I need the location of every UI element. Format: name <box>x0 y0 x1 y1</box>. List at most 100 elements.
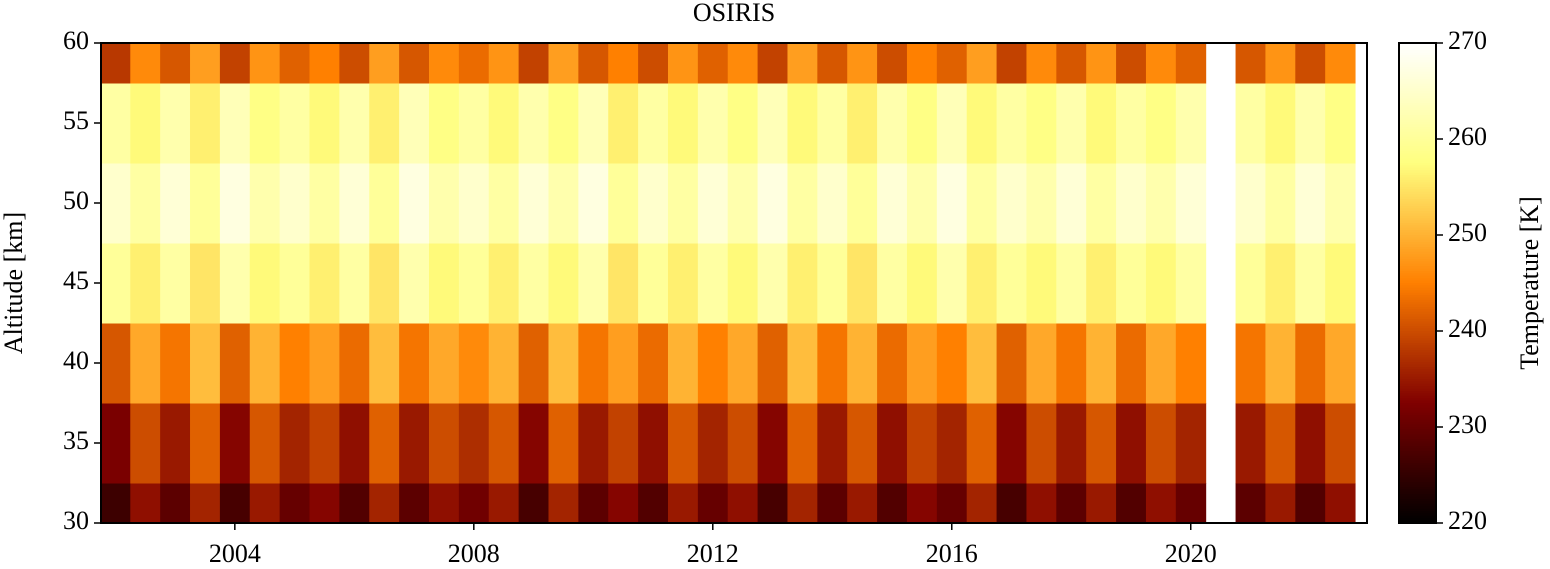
heatmap-cell <box>548 323 579 404</box>
heatmap-cell <box>667 323 699 404</box>
colorbar-swatch <box>1399 316 1436 320</box>
colorbar-swatch <box>1399 352 1436 356</box>
colorbar-swatch <box>1399 196 1436 200</box>
colorbar-swatch <box>1399 496 1436 500</box>
colorbar-swatch <box>1399 239 1436 243</box>
heatmap-cell <box>369 163 400 244</box>
heatmap-cell <box>817 163 848 244</box>
heatmap-cell <box>1116 43 1147 84</box>
heatmap-cell <box>399 243 430 324</box>
colorbar-swatch <box>1399 230 1436 234</box>
heatmap-cell <box>757 243 788 324</box>
heatmap-cell <box>1295 163 1326 244</box>
colorbar-swatch <box>1399 338 1436 342</box>
heatmap-cell <box>518 403 549 484</box>
heatmap-cell <box>1235 43 1266 84</box>
colorbar-swatch <box>1399 83 1436 87</box>
colorbar-swatch <box>1399 47 1436 51</box>
colorbar-swatch <box>1399 484 1436 488</box>
colorbar-swatch <box>1399 383 1436 387</box>
heatmap-cell <box>399 483 430 523</box>
colorbar-swatch <box>1399 95 1436 99</box>
heatmap-cell <box>697 163 729 244</box>
heatmap-cell <box>309 403 340 484</box>
heatmap-cell <box>130 323 161 404</box>
heatmap-cell <box>1086 403 1117 484</box>
chart-title: OSIRIS <box>693 0 775 27</box>
heatmap-cell <box>638 323 669 404</box>
y-tick-label: 30 <box>63 506 89 535</box>
colorbar-swatch <box>1399 443 1436 447</box>
heatmap-cell <box>697 323 729 404</box>
heatmap-cell <box>638 43 669 84</box>
colorbar-swatch <box>1399 419 1436 423</box>
heatmap-cell <box>727 83 759 164</box>
colorbar-swatch <box>1399 254 1436 258</box>
heatmap-cell <box>1056 163 1087 244</box>
heatmap-cell <box>518 83 549 164</box>
colorbar-swatch <box>1399 357 1436 361</box>
heatmap-cell <box>458 403 490 484</box>
colorbar-swatch <box>1399 172 1436 176</box>
heatmap-cell <box>877 163 908 244</box>
heatmap-cell <box>667 403 699 484</box>
heatmap-cell <box>488 403 520 484</box>
colorbar-swatch <box>1399 295 1436 298</box>
heatmap-cell <box>369 323 400 404</box>
colorbar-swatch <box>1399 369 1436 373</box>
heatmap-cell <box>936 43 968 84</box>
colorbar-swatch <box>1399 117 1436 121</box>
colorbar-swatch <box>1399 511 1436 514</box>
colorbar-swatch <box>1399 227 1436 231</box>
heatmap-cell <box>548 163 579 244</box>
colorbar-swatch <box>1399 67 1436 70</box>
colorbar-swatch <box>1399 215 1436 219</box>
colorbar-swatch <box>1399 429 1436 433</box>
colorbar-swatch <box>1399 359 1436 363</box>
heatmap-cell <box>847 83 878 164</box>
heatmap-cell <box>727 483 759 523</box>
heatmap-cell <box>339 83 370 164</box>
colorbar-swatch <box>1399 74 1436 78</box>
colorbar-swatch <box>1399 513 1436 517</box>
heatmap-cell <box>787 163 818 244</box>
heatmap-cell <box>101 83 131 164</box>
colorbar-swatch <box>1399 439 1436 442</box>
heatmap-cell <box>219 43 251 84</box>
heatmap-cell <box>906 403 938 484</box>
heatmap-cell <box>817 483 848 523</box>
heatmap-cell <box>757 403 788 484</box>
colorbar-swatch <box>1399 434 1436 438</box>
colorbar-frame <box>1398 42 1437 524</box>
heatmap-cell <box>309 323 340 404</box>
heatmap-cell <box>966 163 998 244</box>
colorbar-swatch <box>1399 446 1436 450</box>
colorbar-tick-label: 220 <box>1448 506 1487 535</box>
heatmap-cell <box>906 483 938 523</box>
colorbar-swatch <box>1399 79 1436 82</box>
heatmap-cell <box>369 403 400 484</box>
heatmap-cell <box>578 163 609 244</box>
colorbar-swatch <box>1399 62 1436 66</box>
heatmap-cell <box>279 403 311 484</box>
heatmap-cell <box>399 43 430 84</box>
colorbar-swatch <box>1399 143 1436 147</box>
colorbar-swatch <box>1399 57 1436 61</box>
colorbar-swatch <box>1399 184 1436 188</box>
heatmap-cell <box>130 163 161 244</box>
heatmap-cell <box>1265 323 1296 404</box>
heatmap-cell <box>130 43 161 84</box>
heatmap-cell <box>906 163 938 244</box>
colorbar-label: Temperature [K] <box>1515 196 1544 370</box>
colorbar-swatch <box>1399 436 1436 440</box>
heatmap-cell <box>279 483 311 523</box>
colorbar-swatch <box>1399 98 1436 102</box>
colorbar-swatch <box>1399 127 1436 130</box>
heatmap-cell <box>1235 243 1266 324</box>
heatmap-cell <box>488 243 520 324</box>
heatmap-cell <box>787 403 818 484</box>
y-tick-label: 45 <box>63 266 89 295</box>
colorbar-swatch <box>1399 55 1436 58</box>
heatmap-cell <box>1235 483 1266 523</box>
heatmap-cell <box>847 163 878 244</box>
